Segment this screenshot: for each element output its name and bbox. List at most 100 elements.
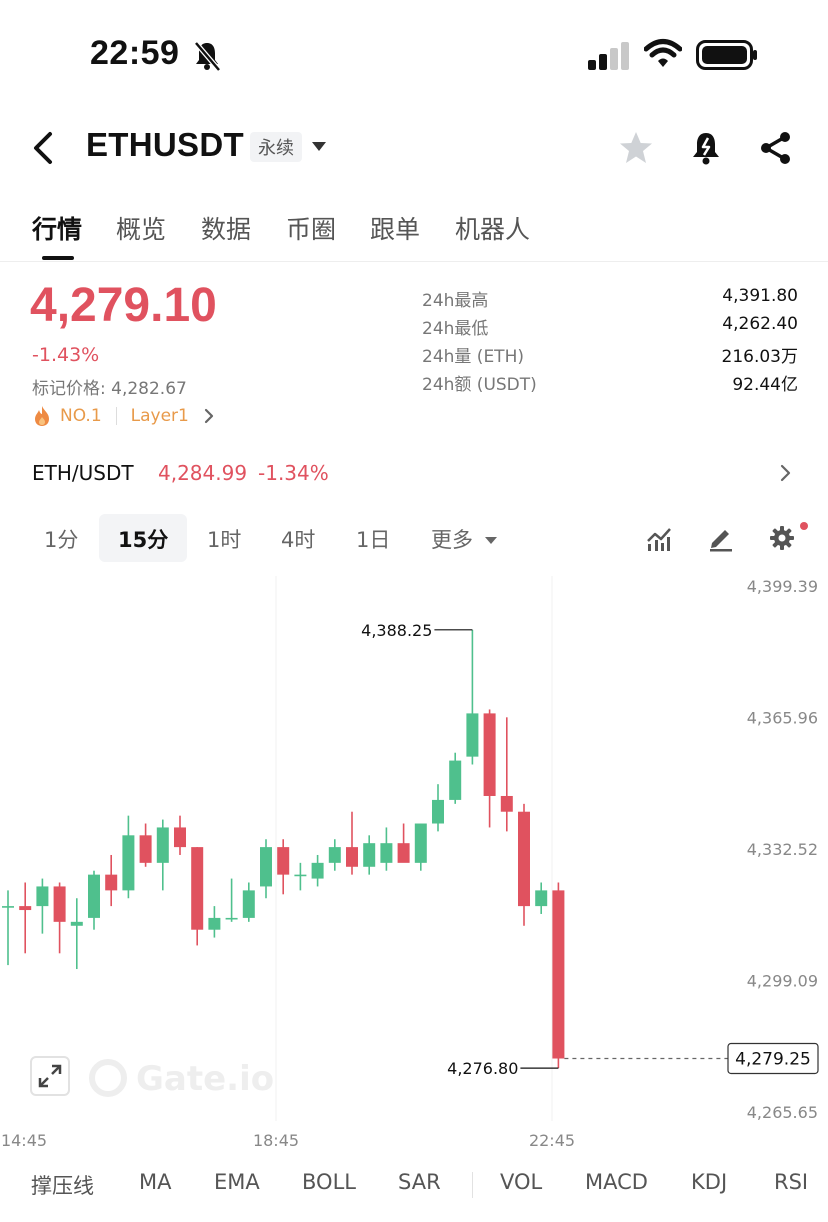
chevron-down-icon[interactable] xyxy=(310,140,328,154)
interval-1h[interactable]: 1时 xyxy=(207,528,242,552)
candle-body xyxy=(535,890,548,907)
fire-icon xyxy=(35,406,49,426)
stat-24h-high: 24h最高 4,391.80 xyxy=(422,286,798,314)
tab-overview[interactable]: 概览 xyxy=(116,215,167,244)
price-summary: 4,279.10 -1.43% 标记价格: 4,282.67 NO.1 Laye… xyxy=(0,270,828,440)
indicator-ma[interactable]: MA xyxy=(139,1170,172,1194)
x-tick-label: 22:45 xyxy=(529,1131,575,1150)
candle-body xyxy=(36,886,49,907)
share-icon[interactable] xyxy=(756,128,796,168)
low-price-label: 4,276.80 xyxy=(447,1059,518,1078)
caret-down-icon xyxy=(484,537,497,544)
indicator-kdj[interactable]: KDJ xyxy=(691,1170,728,1194)
price-alert-bell-icon[interactable] xyxy=(686,128,726,168)
divider xyxy=(472,1172,473,1198)
expand-fullscreen-icon[interactable] xyxy=(30,1056,70,1096)
indicator-chart-icon[interactable] xyxy=(645,524,673,552)
stat-label: 24h最高 xyxy=(422,291,489,311)
x-tick-label: 14:45 xyxy=(1,1131,47,1150)
favorite-star-icon[interactable] xyxy=(616,128,656,168)
interval-15m[interactable]: 15分 xyxy=(118,528,169,552)
candle-body xyxy=(380,843,393,863)
tab-copy-trading[interactable]: 跟单 xyxy=(370,215,421,244)
stat-value: 4,262.40 xyxy=(722,314,798,334)
candlestick-chart[interactable]: Gate.io 4,388.25 4,276.80 4,279.25 4,399.3… xyxy=(0,576,828,1156)
symbol-title[interactable]: ETHUSDT xyxy=(86,126,244,163)
spot-pair-row[interactable]: ETH/USDT 4,284.99 -1.34% xyxy=(0,455,828,495)
candle-body xyxy=(414,823,427,863)
indicator-sar[interactable]: SAR xyxy=(398,1170,441,1194)
candle-body xyxy=(156,827,169,863)
chevron-right-icon xyxy=(780,464,791,482)
candle-body xyxy=(122,835,135,891)
back-icon[interactable] xyxy=(26,128,62,168)
candle-body xyxy=(552,890,565,1059)
watermark: Gate.io xyxy=(89,1059,274,1099)
candle-body xyxy=(500,795,513,812)
tab-community[interactable]: 币圈 xyxy=(286,215,337,244)
stat-24h-volume: 24h量 (ETH) 216.03万 xyxy=(422,342,798,370)
y-tick-label: 4,399.39 xyxy=(747,577,818,596)
interval-4h[interactable]: 4时 xyxy=(281,528,316,552)
indicator-rsi[interactable]: RSI xyxy=(774,1170,809,1194)
y-tick-label: 4,365.96 xyxy=(747,708,818,727)
candle-body xyxy=(70,921,83,926)
24h-stats: 24h最高 4,391.80 24h最低 4,262.40 24h量 (ETH)… xyxy=(422,286,798,398)
wifi-icon xyxy=(644,39,682,67)
status-time: 22:59 xyxy=(90,34,180,72)
last-price: 4,279.10 xyxy=(30,279,217,332)
active-interval-background xyxy=(99,514,187,562)
candle-body xyxy=(432,799,444,824)
indicator-macd[interactable]: MACD xyxy=(585,1170,648,1194)
candle-body xyxy=(88,874,100,918)
interval-1m[interactable]: 1分 xyxy=(44,528,79,552)
mark-price-value: 4,282.67 xyxy=(111,379,187,399)
rank-tags-row[interactable]: NO.1 Layer1 xyxy=(32,402,215,430)
candle-body xyxy=(208,917,221,930)
candle-body xyxy=(2,906,14,908)
tab-data[interactable]: 数据 xyxy=(201,215,252,244)
candle-body xyxy=(105,874,118,891)
settings-gear-icon[interactable] xyxy=(768,524,796,552)
candle-body xyxy=(483,713,496,796)
tab-market[interactable]: 行情 xyxy=(32,215,83,244)
candle-body xyxy=(191,847,204,930)
y-tick-label: 4,299.09 xyxy=(747,971,818,990)
interval-more-label: 更多 xyxy=(431,528,473,552)
x-tick-label: 18:45 xyxy=(253,1131,299,1150)
candle-body xyxy=(225,917,238,920)
candle-body xyxy=(19,906,32,911)
mark-price: 标记价格: 4,282.67 xyxy=(32,374,187,399)
interval-1d[interactable]: 1日 xyxy=(356,528,391,552)
stat-value: 92.44亿 xyxy=(732,375,798,395)
stat-label: 24h最低 xyxy=(422,319,489,339)
interval-more[interactable]: 更多 xyxy=(431,524,498,554)
bell-off-icon xyxy=(194,41,221,72)
indicator-vol[interactable]: VOL xyxy=(500,1170,543,1194)
candle-body xyxy=(466,713,479,757)
active-tab-indicator xyxy=(42,256,74,260)
candle-body xyxy=(328,847,341,863)
candle-body xyxy=(397,843,410,863)
price-change-percent: -1.43% xyxy=(32,344,100,366)
battery-icon xyxy=(696,40,757,70)
stat-24h-turnover: 24h额 (USDT) 92.44亿 xyxy=(422,370,798,398)
category-tag: Layer1 xyxy=(130,406,189,426)
chart-canvas[interactable]: Gate.io 4,388.25 4,276.80 4,279.25 4,399.3… xyxy=(0,576,828,1156)
stat-label: 24h额 (USDT) xyxy=(422,375,537,395)
indicator-support-resistance[interactable]: 撑压线 xyxy=(31,1174,94,1198)
candle-body xyxy=(242,890,255,918)
stat-label: 24h量 (ETH) xyxy=(422,347,524,367)
contract-type-badge: 永续 xyxy=(250,132,302,162)
candle-body xyxy=(449,760,462,800)
chevron-right-icon xyxy=(204,408,213,424)
indicator-bar: 撑压线 MA EMA BOLL SAR VOL MACD KDJ RSI xyxy=(0,1162,828,1212)
tab-bots[interactable]: 机器人 xyxy=(455,215,531,244)
indicator-ema[interactable]: EMA xyxy=(214,1170,260,1194)
indicator-boll[interactable]: BOLL xyxy=(302,1170,356,1194)
candle-body xyxy=(260,847,272,887)
notification-dot xyxy=(800,522,808,530)
draw-pencil-icon[interactable] xyxy=(707,524,735,552)
candle-body xyxy=(311,862,324,879)
stat-value: 216.03万 xyxy=(721,347,798,367)
